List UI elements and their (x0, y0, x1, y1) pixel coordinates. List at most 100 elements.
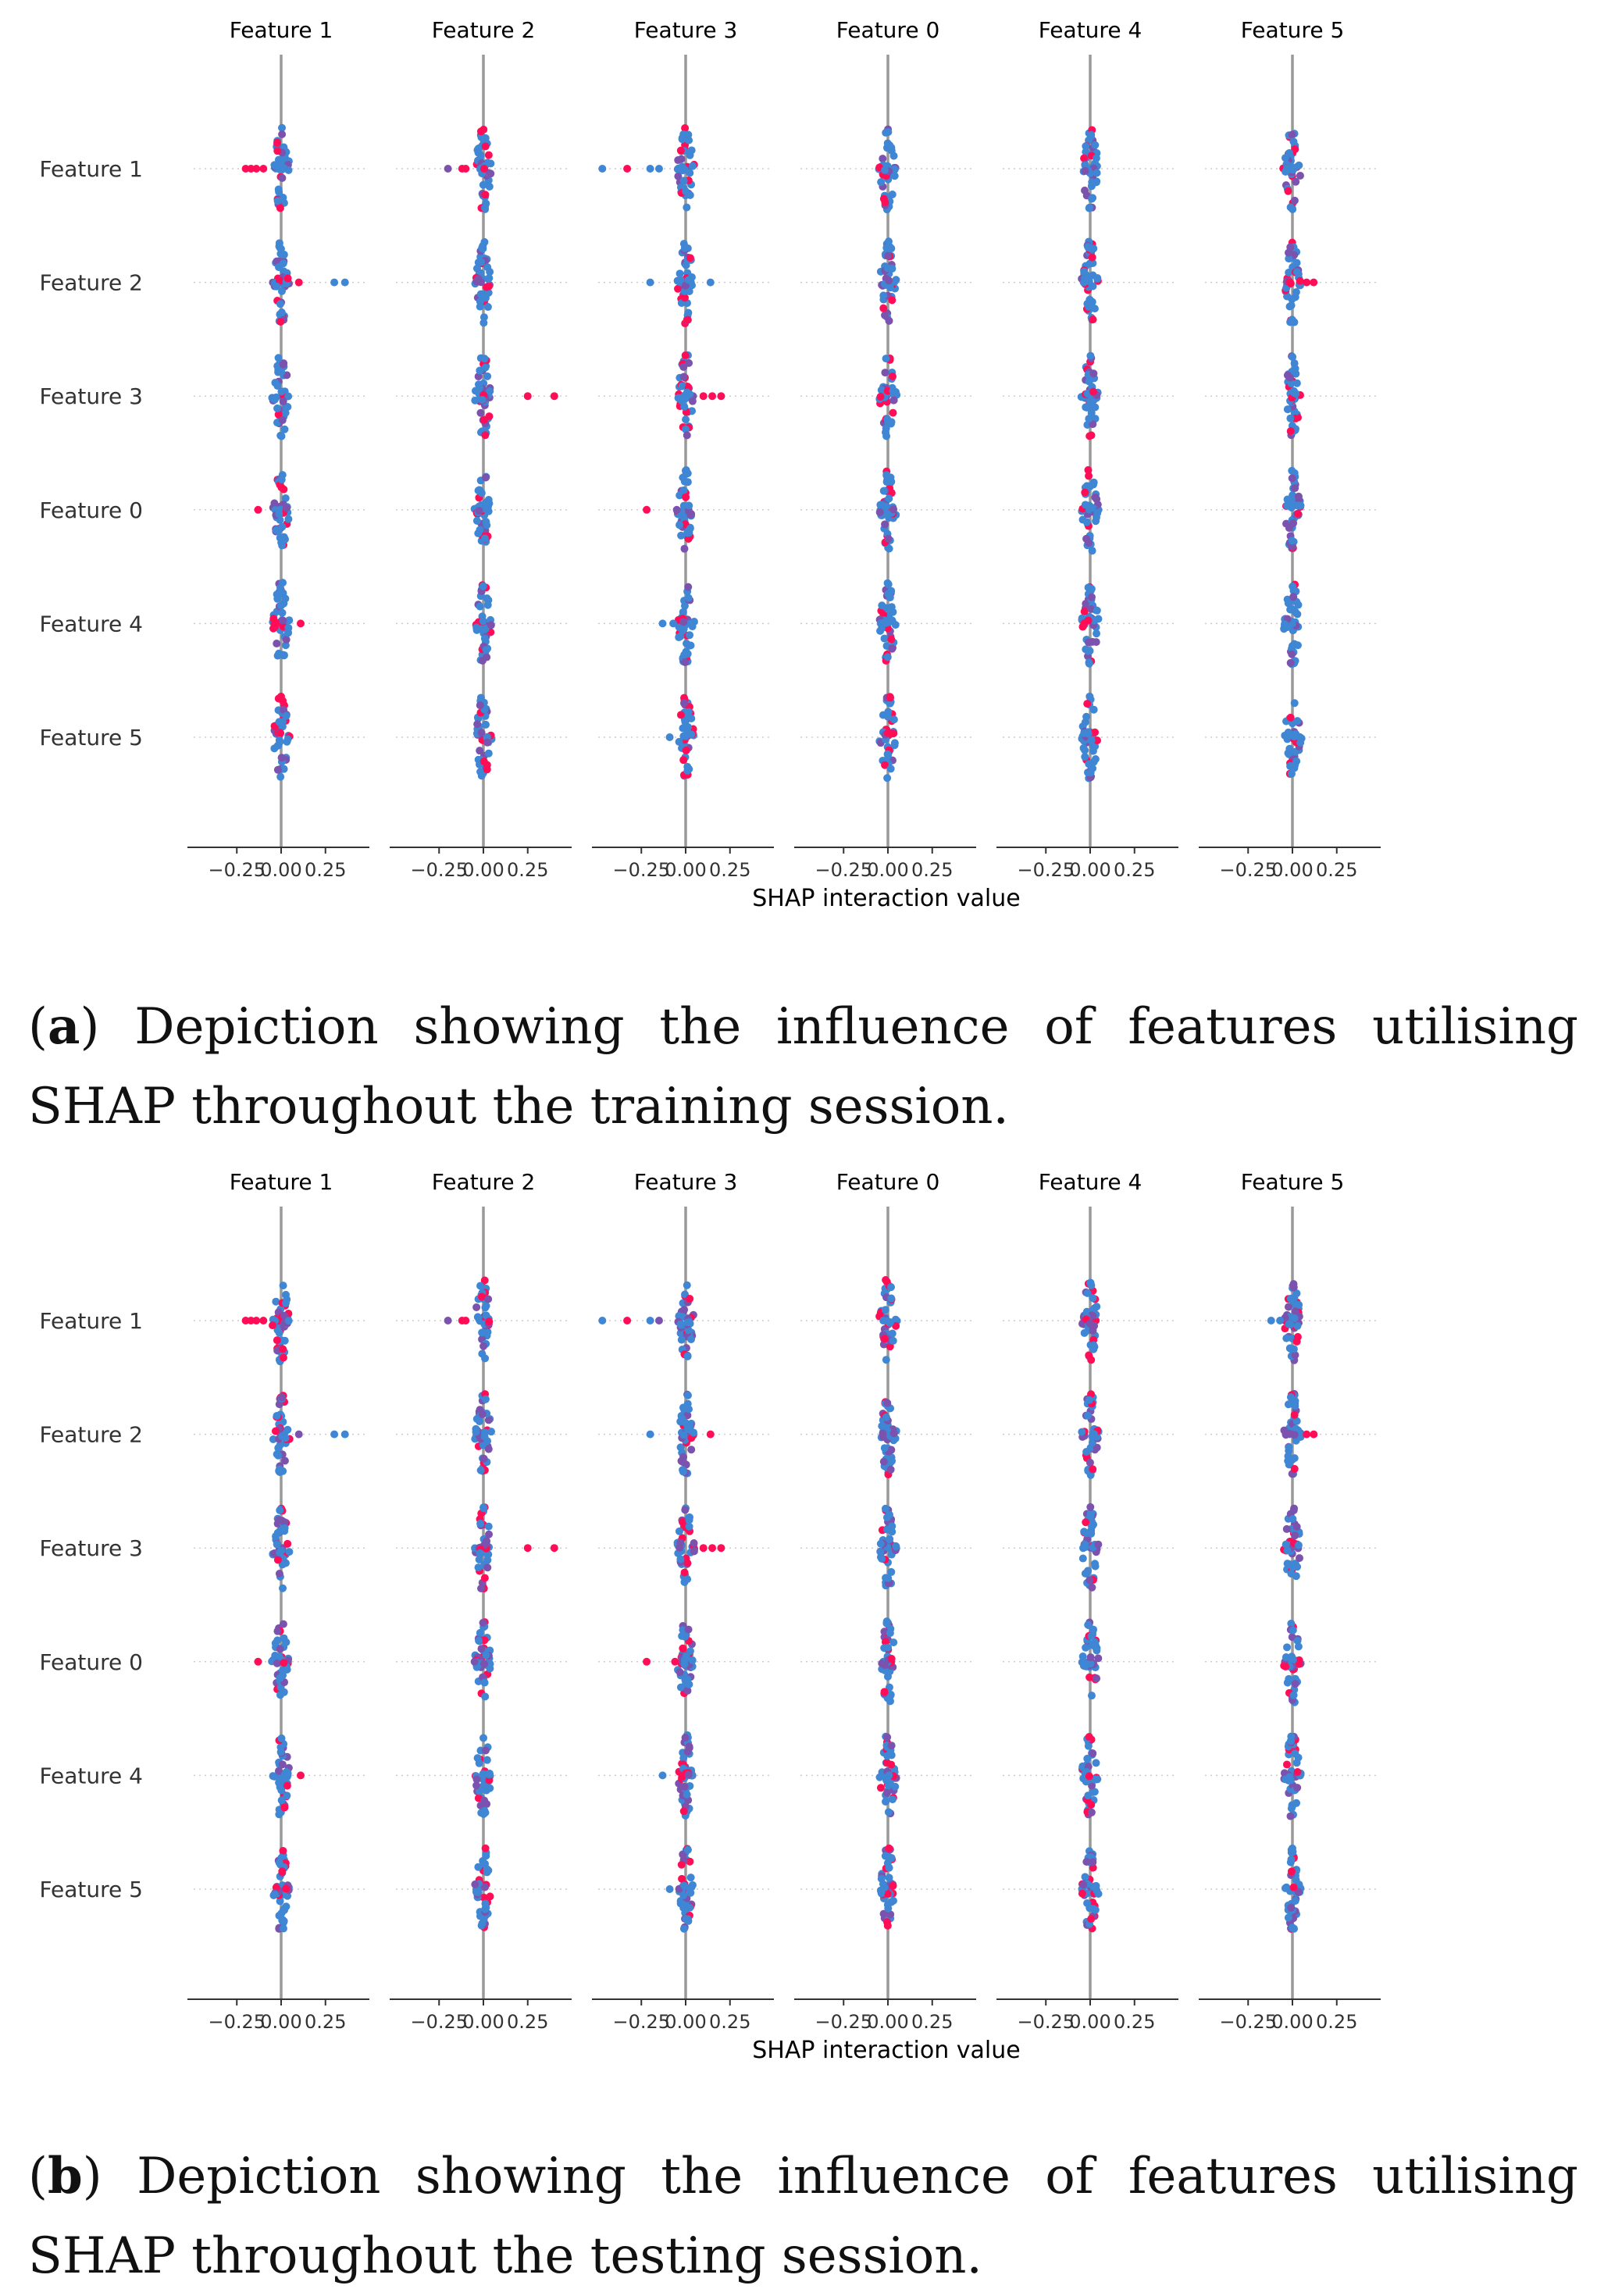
beeswarm-cluster (1078, 1390, 1103, 1479)
subplot-feature-4: Feature 4 −0.250.00 0.25 (996, 1169, 1178, 2033)
shap-point (1291, 1351, 1299, 1360)
shap-point (883, 251, 892, 260)
shap-point (279, 259, 287, 268)
beeswarm-cluster (471, 1503, 494, 1593)
shap-outlier-point (665, 1885, 674, 1893)
shap-point (879, 291, 888, 300)
beeswarm-cluster (877, 1398, 900, 1479)
shap-point (1087, 1356, 1096, 1364)
shap-point (883, 1525, 892, 1534)
beeswarm-cluster (673, 240, 696, 328)
shap-point (1282, 1540, 1290, 1549)
x-tick-label: 0.00 (665, 2011, 706, 2033)
shap-point (1286, 427, 1295, 436)
shap-point (479, 244, 487, 253)
shap-point (1288, 650, 1296, 658)
shap-outlier-point (470, 1657, 479, 1666)
shap-point (1296, 171, 1304, 180)
shap-point (1290, 1454, 1299, 1463)
shap-point (680, 1782, 689, 1791)
shap-point (887, 1760, 896, 1769)
shap-point (273, 590, 281, 599)
shap-point (483, 765, 491, 774)
shap-point (684, 583, 693, 591)
beeswarm-cluster (269, 471, 293, 550)
shap-point (481, 1905, 490, 1913)
shap-point (487, 169, 495, 178)
shap-point (276, 204, 284, 212)
shap-point (879, 1880, 887, 1888)
shap-point (690, 1428, 698, 1437)
shap-point (1283, 1546, 1292, 1555)
shap-point (878, 601, 886, 610)
shap-point (679, 1807, 688, 1816)
shap-point (1292, 1337, 1301, 1346)
shap-point (1084, 729, 1093, 738)
shap-outlier-point (254, 1657, 262, 1666)
shap-point (1292, 1301, 1300, 1310)
shap-point (1081, 488, 1089, 497)
x-tick-label: −0.25 (208, 859, 266, 881)
shap-point (885, 544, 893, 553)
shap-point (1291, 1402, 1299, 1410)
shap-point (1089, 387, 1097, 396)
shap-point (479, 1856, 487, 1865)
shap-point (485, 182, 494, 191)
row-label: Feature 5 (39, 725, 143, 750)
shap-point (1085, 1396, 1093, 1404)
shap-point (882, 1619, 891, 1628)
shap-point (275, 1859, 283, 1867)
shap-point (1285, 255, 1293, 263)
shap-point (889, 152, 898, 160)
shap-point (883, 1733, 892, 1742)
shap-point (278, 123, 287, 132)
shap-point (891, 1782, 900, 1791)
shap-point (481, 431, 490, 440)
shap-point (1087, 1631, 1096, 1640)
shap-outlier-point (672, 505, 681, 514)
shap-point (1286, 1812, 1295, 1820)
shap-point (279, 1924, 287, 1933)
shap-outlier-point (252, 1317, 261, 1324)
shap-point (1285, 268, 1293, 276)
shap-point (1085, 204, 1093, 212)
x-tick-label: 0.25 (1316, 859, 1357, 881)
shap-point (885, 1771, 893, 1780)
shap-point (1089, 1882, 1098, 1891)
shap-point (1085, 432, 1094, 440)
shap-point (278, 416, 287, 425)
shap-point (1087, 1915, 1096, 1923)
shap-point (285, 1548, 294, 1556)
shap-point (682, 1652, 690, 1661)
shap-point (683, 1845, 692, 1854)
shap-point (1085, 1320, 1094, 1328)
shap-point (1287, 1867, 1296, 1876)
shap-point (272, 1532, 280, 1541)
shap-point (1082, 645, 1090, 654)
shap-point (682, 746, 690, 754)
shap-point (479, 1454, 488, 1463)
shap-point (677, 531, 686, 540)
shap-point (472, 1888, 480, 1896)
shap-point (1082, 1518, 1090, 1527)
shap-point (1086, 1503, 1095, 1511)
shap-point (272, 526, 280, 534)
shap-point (879, 487, 888, 495)
shap-point (472, 623, 481, 632)
shap-point (483, 1865, 491, 1874)
shap-point (1082, 142, 1090, 151)
shap-point (270, 499, 279, 508)
shap-point (481, 363, 490, 372)
shap-point (886, 693, 894, 701)
shap-outlier-point (699, 392, 708, 401)
shap-point (481, 1692, 490, 1701)
shap-point (884, 128, 893, 137)
shap-point (683, 728, 692, 736)
beeswarm-cluster (673, 124, 698, 212)
shap-point (1078, 1762, 1087, 1770)
shap-point (284, 1317, 293, 1325)
shap-point (279, 397, 287, 405)
shap-point (1288, 466, 1296, 475)
shap-point (1085, 472, 1093, 480)
beeswarm-cluster (1280, 1389, 1305, 1478)
